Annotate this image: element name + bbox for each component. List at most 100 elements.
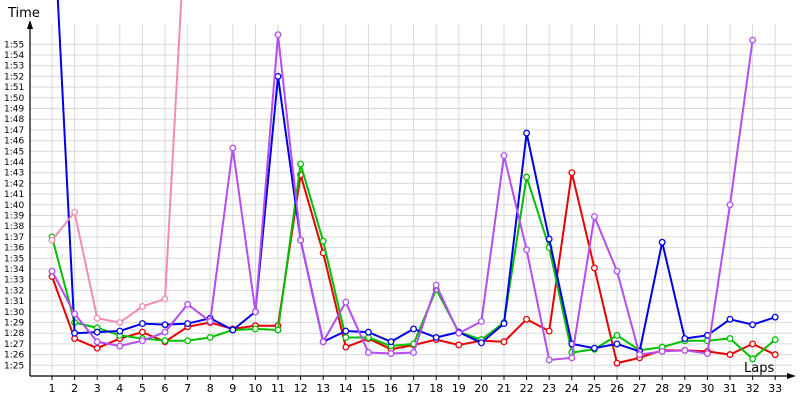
x-tick-label: 22: [520, 382, 534, 395]
x-tick-label: 29: [678, 382, 692, 395]
series-3-point: [410, 325, 418, 333]
x-axis-title: Laps: [744, 361, 774, 376]
series-4-point: [590, 213, 598, 221]
x-tick-label: 2: [71, 382, 78, 395]
series-3-point: [500, 320, 508, 328]
y-tick-label: 1:48: [4, 115, 24, 125]
series-3-point: [658, 238, 666, 246]
series-4-point: [342, 298, 350, 306]
y-tick-label: 1:45: [4, 147, 24, 157]
series-5-point: [71, 208, 79, 216]
series-4-point: [387, 350, 395, 357]
x-tick-label: 27: [633, 382, 647, 395]
series-5-point: [161, 295, 169, 303]
y-axis-arrow: [27, 20, 33, 29]
x-tick-label: 15: [361, 382, 375, 395]
series-3-point: [116, 327, 124, 335]
x-tick-label: 17: [407, 382, 421, 395]
y-tick-label: 1:26: [4, 351, 24, 361]
series-1-point: [342, 343, 350, 351]
series-3-point: [364, 328, 372, 336]
x-tick-label: 28: [655, 382, 669, 395]
series-3-point: [161, 321, 169, 329]
series-3-point: [387, 338, 395, 346]
series-1-point: [726, 351, 734, 359]
y-axis-title: Time: [7, 6, 40, 21]
series-4-point: [48, 267, 56, 275]
series-3-point: [342, 327, 350, 335]
series-4-point: [161, 328, 169, 336]
y-tick-label: 1:36: [4, 244, 24, 254]
x-tick-label: 16: [384, 382, 398, 395]
y-tick-label: 1:51: [4, 83, 24, 93]
series-2-point: [319, 237, 327, 245]
series-1-point: [590, 264, 598, 272]
y-tick-label: 1:38: [4, 222, 24, 232]
x-tick-label: 23: [542, 382, 556, 395]
series-4-point: [545, 356, 553, 364]
series-4-point: [410, 349, 418, 356]
x-axis-arrow: [787, 373, 796, 379]
x-tick-label: 33: [768, 382, 782, 395]
x-tick-label: 13: [316, 382, 330, 395]
series-4-line: [51, 33, 754, 361]
series-4-point: [319, 338, 327, 346]
series-3-point: [613, 340, 621, 348]
x-tick-label: 4: [116, 382, 123, 395]
series-1-point: [568, 169, 576, 177]
series-4-point: [297, 236, 305, 244]
y-tick-label: 1:50: [4, 94, 24, 104]
series-4-point: [455, 329, 463, 337]
x-tick-label: 20: [474, 382, 488, 395]
y-tick-label: 1:49: [4, 105, 24, 115]
series-4-point: [93, 338, 101, 346]
y-tick-label: 1:27: [4, 340, 24, 350]
series-2-point: [161, 337, 169, 345]
x-tick-label: 25: [587, 382, 601, 395]
y-tick-label: 1:33: [4, 276, 24, 286]
series-4-point: [658, 347, 666, 355]
series-1-point: [93, 344, 101, 352]
y-tick-label: 1:41: [4, 190, 24, 200]
series-3-point: [771, 313, 779, 321]
series-4: [48, 31, 757, 364]
y-tick-label: 1:40: [4, 201, 24, 211]
series-5-point: [138, 303, 146, 310]
series-1-point: [771, 351, 779, 359]
series-4-point: [568, 354, 576, 362]
x-tick-label: 18: [429, 382, 443, 395]
series-4-point: [477, 317, 485, 325]
y-tick-label: 1:25: [4, 361, 24, 371]
series-2-point: [251, 325, 259, 333]
series-3-point: [184, 320, 192, 328]
series-4-point: [636, 351, 644, 359]
series-1-point: [749, 340, 757, 348]
series-3-point: [229, 326, 237, 334]
x-tick-label: 8: [207, 382, 214, 395]
series-2-point: [206, 334, 214, 341]
x-tick-label: 1: [49, 382, 56, 395]
y-tick-label: 1:52: [4, 72, 24, 82]
series-3-point: [138, 320, 146, 328]
series-1-point: [613, 359, 621, 367]
series-5: [48, 0, 183, 326]
y-tick-label: 1:46: [4, 137, 24, 147]
series-2-point: [726, 335, 734, 342]
series-4-point: [138, 337, 146, 345]
series-4-point: [681, 346, 689, 354]
series-2-point: [274, 326, 282, 334]
y-tick-label: 1:39: [4, 212, 24, 222]
x-tick-label: 21: [497, 382, 511, 395]
y-tick-label: 1:53: [4, 62, 24, 72]
series-1-point: [545, 327, 553, 335]
series-4-point: [71, 310, 79, 318]
series-layer: [48, 0, 779, 367]
series-4-point: [749, 36, 757, 44]
x-tick-label: 31: [723, 382, 737, 395]
series-2-point: [523, 173, 531, 181]
x-tick-label: 14: [339, 382, 353, 395]
grid-layer: [30, 24, 792, 380]
series-1-point: [138, 328, 146, 336]
series-4-point: [184, 300, 192, 308]
